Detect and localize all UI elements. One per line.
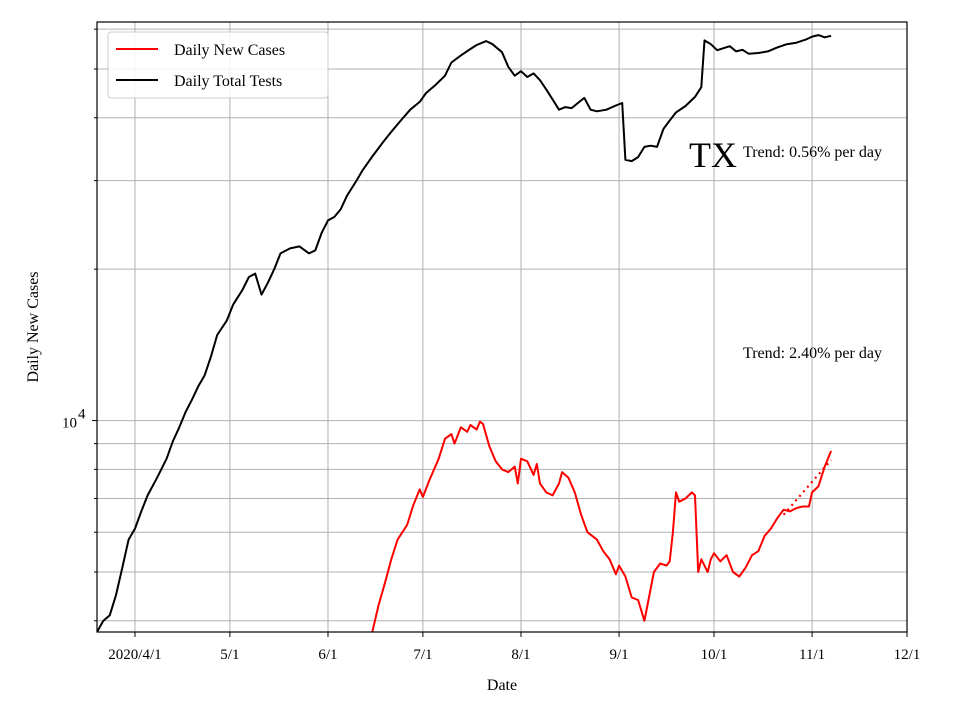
- x-tick-label: 11/1: [799, 647, 825, 663]
- x-tick-label: 6/1: [318, 647, 337, 663]
- x-tick-label: 9/1: [609, 647, 628, 663]
- x-axis-label: Date: [487, 677, 517, 694]
- legend-box: [107, 31, 329, 99]
- trend-line: [782, 459, 832, 516]
- y-tick-label-exponent: 4: [78, 407, 86, 423]
- y-tick-label: 10: [62, 416, 77, 432]
- x-tick-label: 12/1: [894, 647, 921, 663]
- x-tick-label: 8/1: [511, 647, 530, 663]
- ticks: 2020/4/1 5/1 6/1 7/1 8/1 9/1 10/1 11/1 12/1 104: [62, 28, 921, 663]
- x-tick-label: 5/1: [220, 647, 239, 663]
- x-tick-label: 10/1: [701, 647, 728, 663]
- legend: Daily New Cases Daily Total Tests: [107, 31, 329, 99]
- x-tick-label: 7/1: [413, 647, 432, 663]
- x-tick-label: 2020/4/1: [108, 647, 161, 663]
- trend-cases-annotation: Trend: 2.40% per day: [743, 345, 882, 362]
- plot-frame: [96, 21, 908, 633]
- series-layer: [97, 34, 833, 632]
- y-axis-label: Daily New Cases: [25, 271, 42, 382]
- trend-layer: [782, 459, 832, 516]
- trend-tests-annotation: Trend: 0.56% per day: [743, 144, 882, 161]
- series-line-daily-total-tests: [97, 34, 832, 632]
- legend-label-daily-new-cases: Daily New Cases: [174, 42, 285, 59]
- series-line-daily-new-cases: [371, 420, 833, 632]
- legend-label-daily-total-tests: Daily Total Tests: [174, 73, 282, 90]
- state-annotation: TX: [689, 135, 737, 175]
